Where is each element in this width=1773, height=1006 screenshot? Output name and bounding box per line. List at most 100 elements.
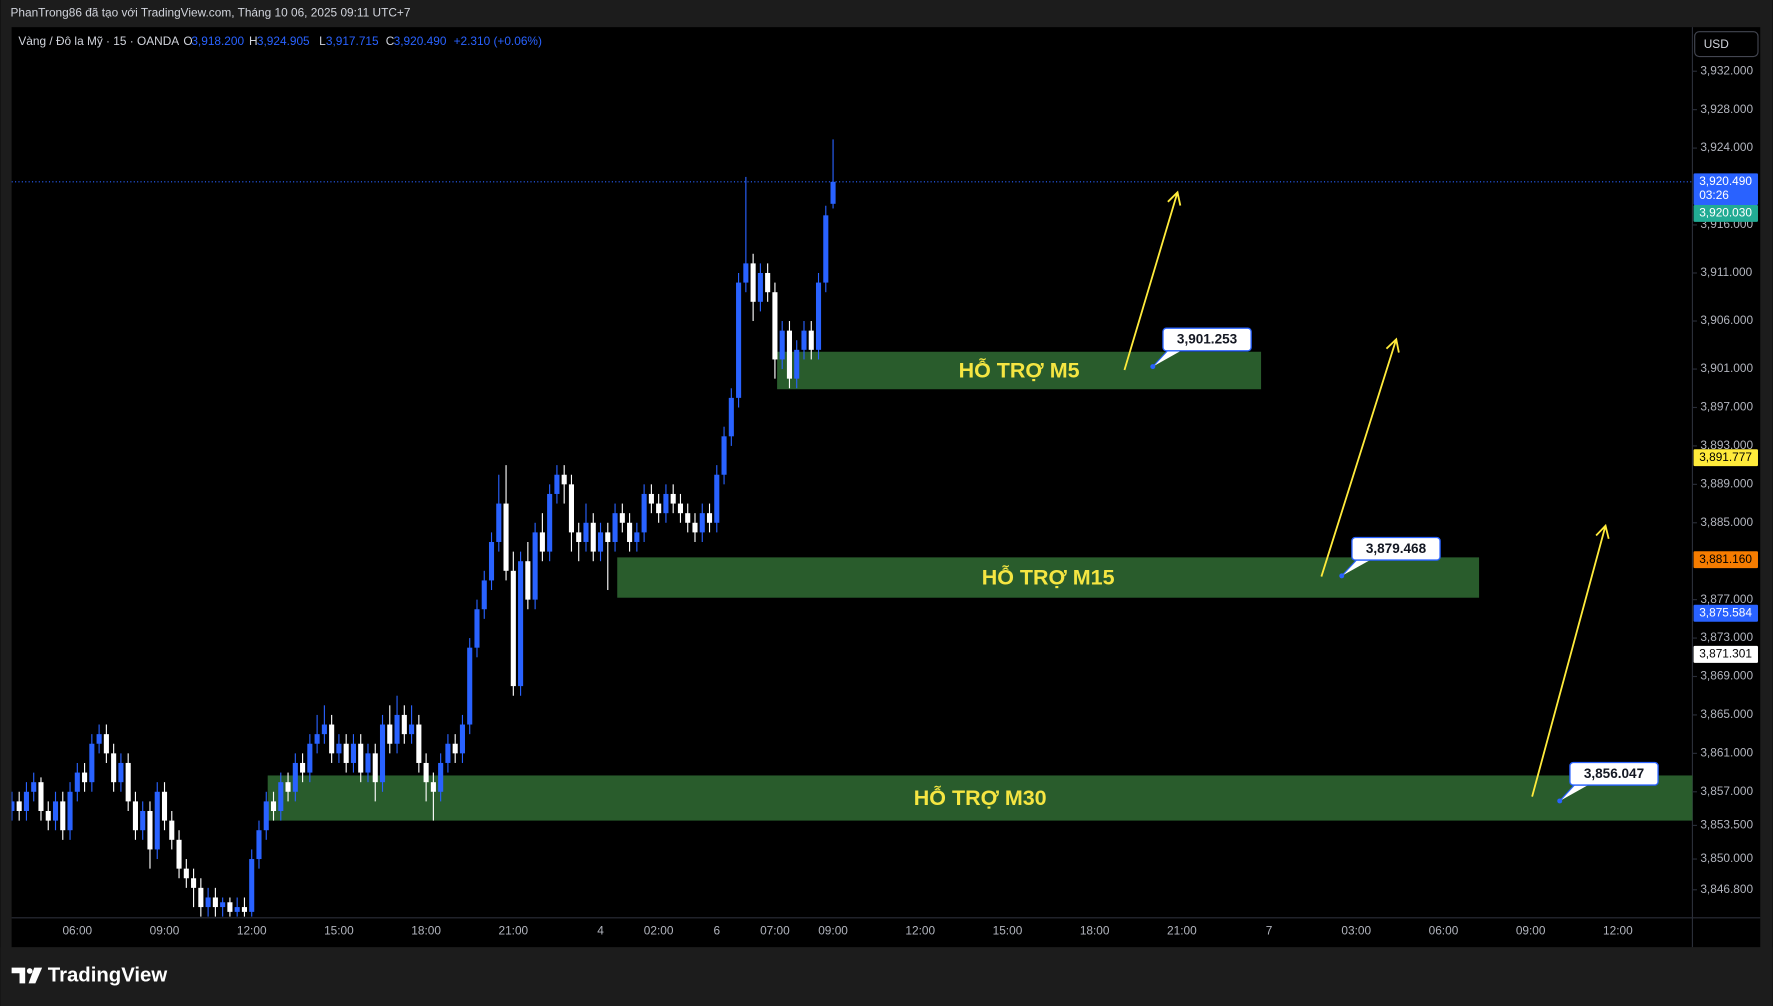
candle-body — [278, 782, 284, 811]
candle-body — [459, 724, 465, 754]
candle-body — [409, 724, 415, 735]
price-axis: 3,932.0003,928.0003,924.0003,916.0003,91… — [1692, 63, 1758, 896]
x-tick-label: 4 — [597, 924, 604, 938]
y-tick-label: 3,928.000 — [1700, 102, 1753, 116]
x-tick-label: 18:00 — [1080, 924, 1110, 938]
candle-body — [823, 215, 829, 283]
callout-label: 3,901.253 — [1177, 332, 1238, 347]
callout-box — [1162, 327, 1252, 352]
candle-body — [663, 493, 669, 514]
candle-body — [554, 474, 560, 494]
candle-body — [503, 503, 509, 571]
candle-body — [103, 734, 109, 754]
candle-body — [394, 714, 400, 744]
candle-body — [161, 791, 168, 821]
candle-body — [597, 532, 604, 552]
plot: HỖ TRỢ M5 HỖ TRỢ M15 HỖ TRỢ M30 3,901.253 3,… — [11, 139, 1693, 917]
candle-body — [496, 503, 502, 542]
candle-body — [401, 714, 407, 735]
price-tag-label: 3,891.777 — [1699, 450, 1752, 464]
candle-body — [518, 561, 524, 687]
candle-body — [612, 513, 618, 542]
ohlc-key: H — [249, 34, 258, 48]
candle-body — [176, 839, 182, 869]
price-tag — [1693, 551, 1758, 569]
callout-anchor — [1150, 364, 1156, 370]
candle-body — [743, 263, 749, 283]
price-tag-label: 3,875.584 — [1699, 605, 1752, 619]
y-tick-label: 3,906.000 — [1700, 313, 1753, 327]
candle-body — [706, 513, 713, 523]
candle-body — [561, 474, 567, 485]
x-tick-label: 09:00 — [818, 924, 848, 938]
candle-body — [314, 734, 320, 744]
candle-body — [132, 801, 138, 831]
currency[interactable]: USD — [1704, 37, 1729, 51]
y-tick-label: 3,924.000 — [1700, 140, 1753, 154]
candle-body — [430, 782, 436, 792]
candle-body — [532, 532, 538, 600]
ohlc-key: L — [319, 34, 326, 48]
candle-body — [794, 349, 800, 379]
y-tick-label: 3,846.800 — [1700, 882, 1753, 896]
legend: Vàng / Đô la Mỹ · 15 · OANDA O 3,918.200… — [18, 34, 542, 48]
x-tick-label: 12:00 — [237, 924, 267, 938]
candle-body — [11, 801, 15, 811]
header-text: PhanTrong86 đã tạo với TradingView.com, … — [10, 6, 410, 20]
y-tick-label: 3,889.000 — [1700, 476, 1753, 490]
callout-box — [1569, 761, 1659, 786]
x-tick-label: 6 — [713, 924, 720, 938]
candle-body — [263, 801, 269, 831]
candle-body — [648, 493, 654, 504]
candle-body — [52, 801, 59, 821]
footer — [0, 947, 1773, 1006]
callout-anchor — [1339, 573, 1345, 579]
candle-body — [576, 532, 582, 542]
currency-button[interactable] — [1694, 31, 1759, 58]
candle-body — [808, 330, 814, 350]
candle-body — [321, 724, 327, 735]
candle-body — [372, 753, 378, 783]
x-tick-label: 09:00 — [150, 924, 180, 938]
candle-body — [699, 513, 705, 533]
candle-body — [590, 522, 596, 552]
candle-body — [786, 330, 793, 379]
candle-body — [154, 791, 160, 850]
y-tick-label: 3,932.000 — [1700, 63, 1753, 77]
candle-body — [510, 570, 516, 687]
candle-body — [67, 791, 73, 831]
candle-body — [329, 724, 335, 754]
candle-body — [656, 503, 662, 514]
candle-body — [183, 868, 189, 879]
candle-body — [757, 272, 763, 302]
candle-body — [779, 330, 785, 360]
candle-body — [191, 878, 197, 888]
candle-body — [736, 282, 742, 398]
candle-body — [387, 724, 393, 744]
ohlc-key: C — [386, 34, 395, 48]
y-tick-label: 3,865.000 — [1700, 707, 1753, 721]
candle-body — [343, 743, 349, 763]
price-tag — [1693, 645, 1758, 663]
candle-body — [358, 743, 364, 773]
candle-body — [31, 782, 37, 792]
x-tick-label: 18:00 — [411, 924, 441, 938]
candle-body — [285, 782, 291, 792]
x-tick-label: 12:00 — [1603, 924, 1633, 938]
change: +2.310 (+0.06%) — [454, 34, 542, 48]
y-tick-label: 3,853.500 — [1700, 818, 1753, 832]
candle-body — [205, 897, 211, 908]
candle-body — [140, 810, 146, 831]
brand: TradingView — [48, 964, 168, 986]
candle-body — [525, 561, 531, 600]
candle-body — [125, 762, 131, 802]
candle-body — [481, 580, 487, 610]
price-tag-label: 3,920.490 — [1699, 174, 1752, 188]
candle-body — [147, 810, 153, 850]
y-tick-label: 3,911.000 — [1700, 265, 1752, 279]
candle-body — [300, 762, 306, 773]
price-tag — [1693, 449, 1758, 467]
candle-body — [467, 647, 473, 725]
callout-label: 3,879.468 — [1366, 541, 1427, 556]
